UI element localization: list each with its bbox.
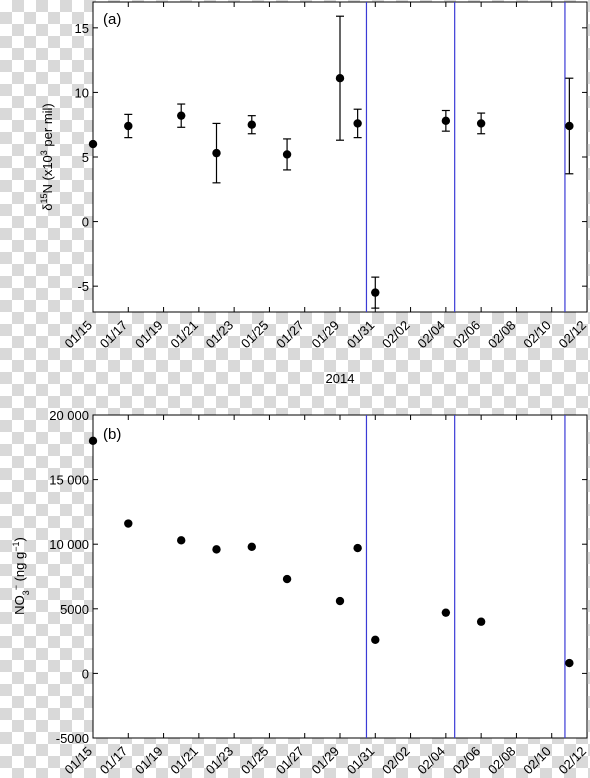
data-point — [335, 74, 345, 83]
panel-a-label: (a) — [103, 11, 121, 28]
panel-a-y-axis: -5 0 5 10 15 — [75, 21, 587, 294]
data-point — [353, 543, 362, 553]
x-tick-label: 01/31 — [344, 744, 378, 778]
x-tick-label: 01/19 — [132, 318, 166, 352]
data-point — [371, 635, 380, 645]
data-point — [353, 119, 362, 128]
panel-b-y-axis-title: NO3− (ng g−1) — [11, 537, 31, 615]
y-tick-label: 10 000 — [49, 537, 89, 552]
x-tick-label: 01/21 — [167, 744, 201, 778]
y-tick-label: 0 — [82, 215, 89, 230]
y-tick-label: 15 000 — [49, 473, 89, 488]
data-point — [565, 658, 574, 668]
x-tick-label: 01/21 — [167, 318, 201, 352]
panel-b-label: (b) — [103, 426, 121, 443]
data-point — [212, 148, 221, 158]
y-tick-label: 10 — [75, 85, 89, 100]
x-tick-label: 02/02 — [379, 318, 413, 352]
x-tick-label: 01/27 — [273, 744, 307, 778]
data-point — [124, 121, 133, 131]
data-point — [177, 536, 186, 545]
x-tick-label: 01/31 — [344, 318, 378, 352]
x-tick-label: 01/19 — [132, 744, 166, 778]
data-point — [247, 542, 256, 551]
panel-b-event-lines — [365, 415, 566, 738]
ylabel-delta: δ — [40, 204, 55, 211]
data-point — [282, 150, 292, 159]
x-tick-label: 02/04 — [414, 744, 448, 778]
ylabel-sup-15: 15 — [39, 194, 49, 204]
panel-a-event-lines — [365, 2, 566, 312]
y-tick-label: 20 000 — [49, 408, 89, 423]
y-tick-label: 15 — [75, 21, 89, 36]
panel-a-data-series — [88, 15, 574, 309]
data-point — [476, 617, 486, 626]
x-tick-label: 01/23 — [203, 318, 237, 352]
x-tick-label: 02/10 — [520, 744, 554, 778]
x-tick-label: 02/06 — [450, 318, 484, 352]
x-tick-label: 01/15 — [62, 318, 96, 352]
panel-b-y-axis: -5000 0 5000 10 000 15 000 20 000 — [49, 408, 587, 746]
data-point — [88, 139, 98, 149]
x-tick-label: 02/08 — [485, 744, 519, 778]
y-tick-label: 5 — [82, 150, 89, 165]
panel-b-data-series — [88, 436, 574, 668]
x-tick-label: 02/04 — [414, 318, 448, 352]
panel-a-x-axis-title: 2014 — [326, 371, 355, 386]
x-tick-label: 02/06 — [450, 744, 484, 778]
panel-b-plot-area — [92, 414, 588, 739]
x-tick-label: 01/29 — [309, 744, 343, 778]
data-point — [371, 288, 380, 297]
data-point — [565, 121, 574, 131]
x-tick-label: 02/12 — [556, 744, 590, 778]
data-point — [335, 596, 345, 606]
y-tick-label: 0 — [82, 666, 89, 681]
ylabel-mid: N (x10 — [40, 155, 55, 193]
ylabel-sub-3: 3 — [21, 590, 31, 595]
data-point — [441, 608, 451, 617]
x-tick-label: 02/02 — [379, 744, 413, 778]
x-tick-label: 01/15 — [62, 744, 96, 778]
data-point — [282, 574, 292, 584]
data-point — [88, 436, 98, 446]
panel-a-y-axis-title: δ15N (x103 per mil) — [39, 103, 55, 211]
x-tick-label: 02/08 — [485, 318, 519, 352]
x-tick-label: 01/23 — [203, 744, 237, 778]
x-tick-label: 01/17 — [97, 744, 131, 778]
ylabel-mid: (ng g — [12, 552, 27, 585]
x-tick-label: 02/12 — [556, 318, 590, 352]
y-tick-label: -5000 — [56, 731, 89, 746]
data-point — [177, 111, 186, 120]
ylabel-end: ) — [12, 537, 27, 541]
ylabel-base: NO — [12, 595, 27, 615]
data-point — [212, 545, 221, 554]
x-tick-label: 01/17 — [97, 318, 131, 352]
data-point — [441, 116, 451, 126]
ylabel-sup-3: 3 — [39, 150, 49, 155]
x-tick-label: 01/25 — [238, 318, 272, 352]
x-tick-label: 01/25 — [238, 744, 272, 778]
data-point — [247, 120, 256, 129]
x-tick-label: 01/29 — [309, 318, 343, 352]
ylabel-end: per mil) — [40, 103, 55, 150]
x-tick-label: 02/10 — [520, 318, 554, 352]
y-tick-label: -5 — [77, 279, 89, 294]
ylabel-sup-minus: − — [11, 585, 21, 590]
data-point — [476, 119, 486, 128]
y-tick-label: 5000 — [60, 602, 89, 617]
data-point — [124, 519, 133, 528]
ylabel-sup-minus-1: −1 — [11, 542, 21, 552]
x-tick-label: 01/27 — [273, 318, 307, 352]
